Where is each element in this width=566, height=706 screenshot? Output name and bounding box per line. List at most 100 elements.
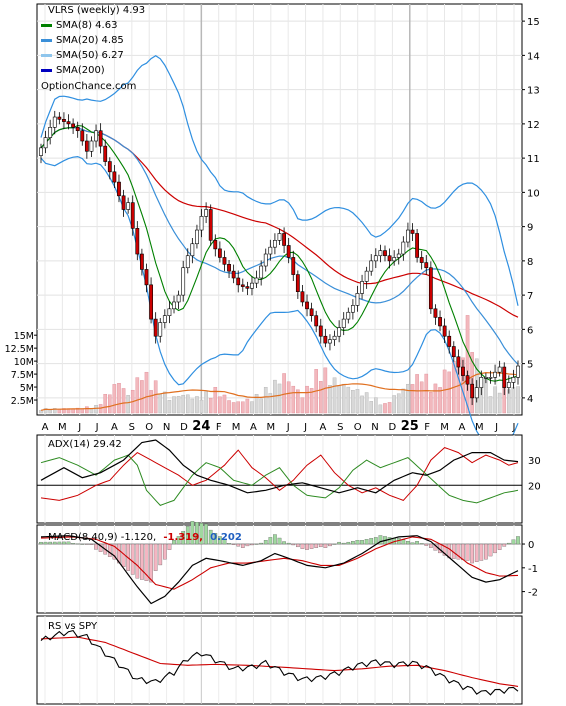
candle-body — [428, 267, 433, 310]
candle-body — [392, 257, 397, 262]
volume-bar — [236, 401, 241, 414]
candle-body — [158, 322, 163, 337]
macd-histogram-bar — [190, 521, 195, 545]
x-tick-label: F — [424, 422, 430, 433]
macd-histogram-bar — [213, 533, 218, 545]
candle-body — [337, 327, 342, 337]
x-tick-label: S — [129, 422, 135, 433]
x-tick-label: J — [494, 422, 498, 433]
volume-bar — [360, 395, 364, 414]
macd-histogram-bar — [39, 541, 43, 545]
candle-body — [502, 366, 507, 388]
macd-histogram-bar — [323, 543, 328, 548]
legend-label: SMA(50) 6.27 — [56, 50, 124, 61]
x-tick-label: O — [145, 422, 153, 433]
macd-histogram-bar — [497, 543, 502, 550]
volume-bar — [429, 392, 433, 414]
candle-body — [222, 257, 227, 265]
candle-body — [401, 241, 406, 255]
volume-bar — [208, 397, 213, 414]
macd-histogram-bar — [250, 543, 254, 546]
candle-body — [442, 325, 447, 337]
candle-body — [75, 127, 80, 132]
legend-swatch — [41, 39, 52, 42]
x-tick-label: M — [440, 422, 449, 433]
volume-bar — [387, 402, 392, 414]
macd-panel: 0 -1 -2 MACD(8,40,9) -1.120, -1.319, 0.202 — [36, 521, 538, 614]
candle-body — [364, 270, 369, 282]
macd-hist-value: 0.202 — [210, 532, 242, 543]
macd-histogram-bar — [360, 540, 364, 545]
macd-histogram-bar — [57, 541, 62, 545]
candle-body — [387, 255, 392, 262]
candle-body — [121, 195, 126, 210]
candle-body — [373, 255, 378, 262]
macd-histogram-bar — [153, 543, 158, 571]
volume-bar — [328, 385, 332, 414]
macd-histogram-bar — [80, 543, 85, 545]
volume-tick-label: 5M — [20, 383, 34, 394]
macd-histogram-bar — [493, 543, 497, 554]
x-tick-label: A — [250, 422, 257, 433]
volume-bar — [337, 385, 341, 414]
volume-average-line — [40, 371, 519, 411]
volume-bar — [149, 390, 153, 414]
macd-label-group: MACD(8,40,9) -1.120, -1.319, 0.202 — [48, 532, 242, 543]
x-tick-label: 24 — [192, 419, 210, 434]
candle-body — [213, 240, 218, 250]
x-tick-label: J — [95, 422, 99, 433]
volume-bar — [112, 384, 117, 414]
macd-histogram-bar — [66, 541, 71, 545]
candle-body — [62, 119, 66, 122]
macd-histogram-bar — [112, 543, 117, 560]
adx-lines — [40, 439, 519, 506]
volume-bar — [135, 377, 140, 414]
volume-bar — [245, 398, 250, 414]
candle-body — [208, 209, 213, 241]
candle-body — [447, 335, 452, 347]
macd-label: MACD(8,40,9) -1.120, — [48, 532, 156, 543]
candle-body — [383, 250, 387, 257]
x-axis-labels: A M J J A S O N D 24 F M A M J J A S O N D 25 F M A M J J — [42, 419, 516, 434]
legend-swatch — [41, 24, 52, 27]
sma8-line — [40, 125, 519, 382]
macd-histogram-bar — [465, 543, 470, 561]
macd-histogram-bar — [351, 541, 355, 545]
volume-bar — [204, 391, 208, 414]
volume-bar — [511, 387, 516, 414]
price-tick-label: 8 — [527, 257, 533, 268]
legend-label: SMA(200) — [56, 65, 105, 76]
macd-histogram-bar — [162, 543, 167, 560]
x-tick-label: A — [42, 422, 49, 433]
price-tick-label: 10 — [527, 188, 540, 199]
volume-tick-label: 7.5M — [11, 370, 34, 381]
price-tick-label: 9 — [527, 223, 533, 234]
candle-body — [181, 267, 186, 296]
candle-body — [103, 145, 108, 162]
volume-bar — [415, 374, 419, 414]
x-tick-label: A — [111, 422, 118, 433]
candle-body — [107, 161, 112, 173]
candle-body — [126, 202, 131, 210]
candle-body — [378, 250, 383, 257]
macd-histogram-bar — [387, 537, 392, 545]
volume-bar — [296, 389, 300, 414]
price-legend: VLRS (weekly) 4.93 SMA(8) 4.63 SMA(20) 4.8… — [41, 5, 145, 76]
macd-histogram-bar — [461, 543, 465, 561]
volume-bar — [144, 371, 149, 414]
candle-body — [419, 257, 424, 263]
macd-signal-value: -1.319, — [163, 532, 203, 543]
macd-histogram-bar — [295, 543, 300, 548]
candle-body — [98, 130, 103, 147]
x-tick-label: M — [475, 422, 484, 433]
volume-bar — [305, 385, 309, 414]
volume-bar — [291, 385, 296, 414]
macd-histogram-bar — [94, 543, 98, 550]
volume-bar — [94, 405, 98, 414]
macd-histogram-bar — [195, 521, 199, 545]
macd-histogram-bar — [140, 543, 144, 580]
macd-histogram-bar — [273, 534, 277, 545]
volume-bar — [121, 388, 126, 414]
candle-body — [511, 377, 516, 383]
